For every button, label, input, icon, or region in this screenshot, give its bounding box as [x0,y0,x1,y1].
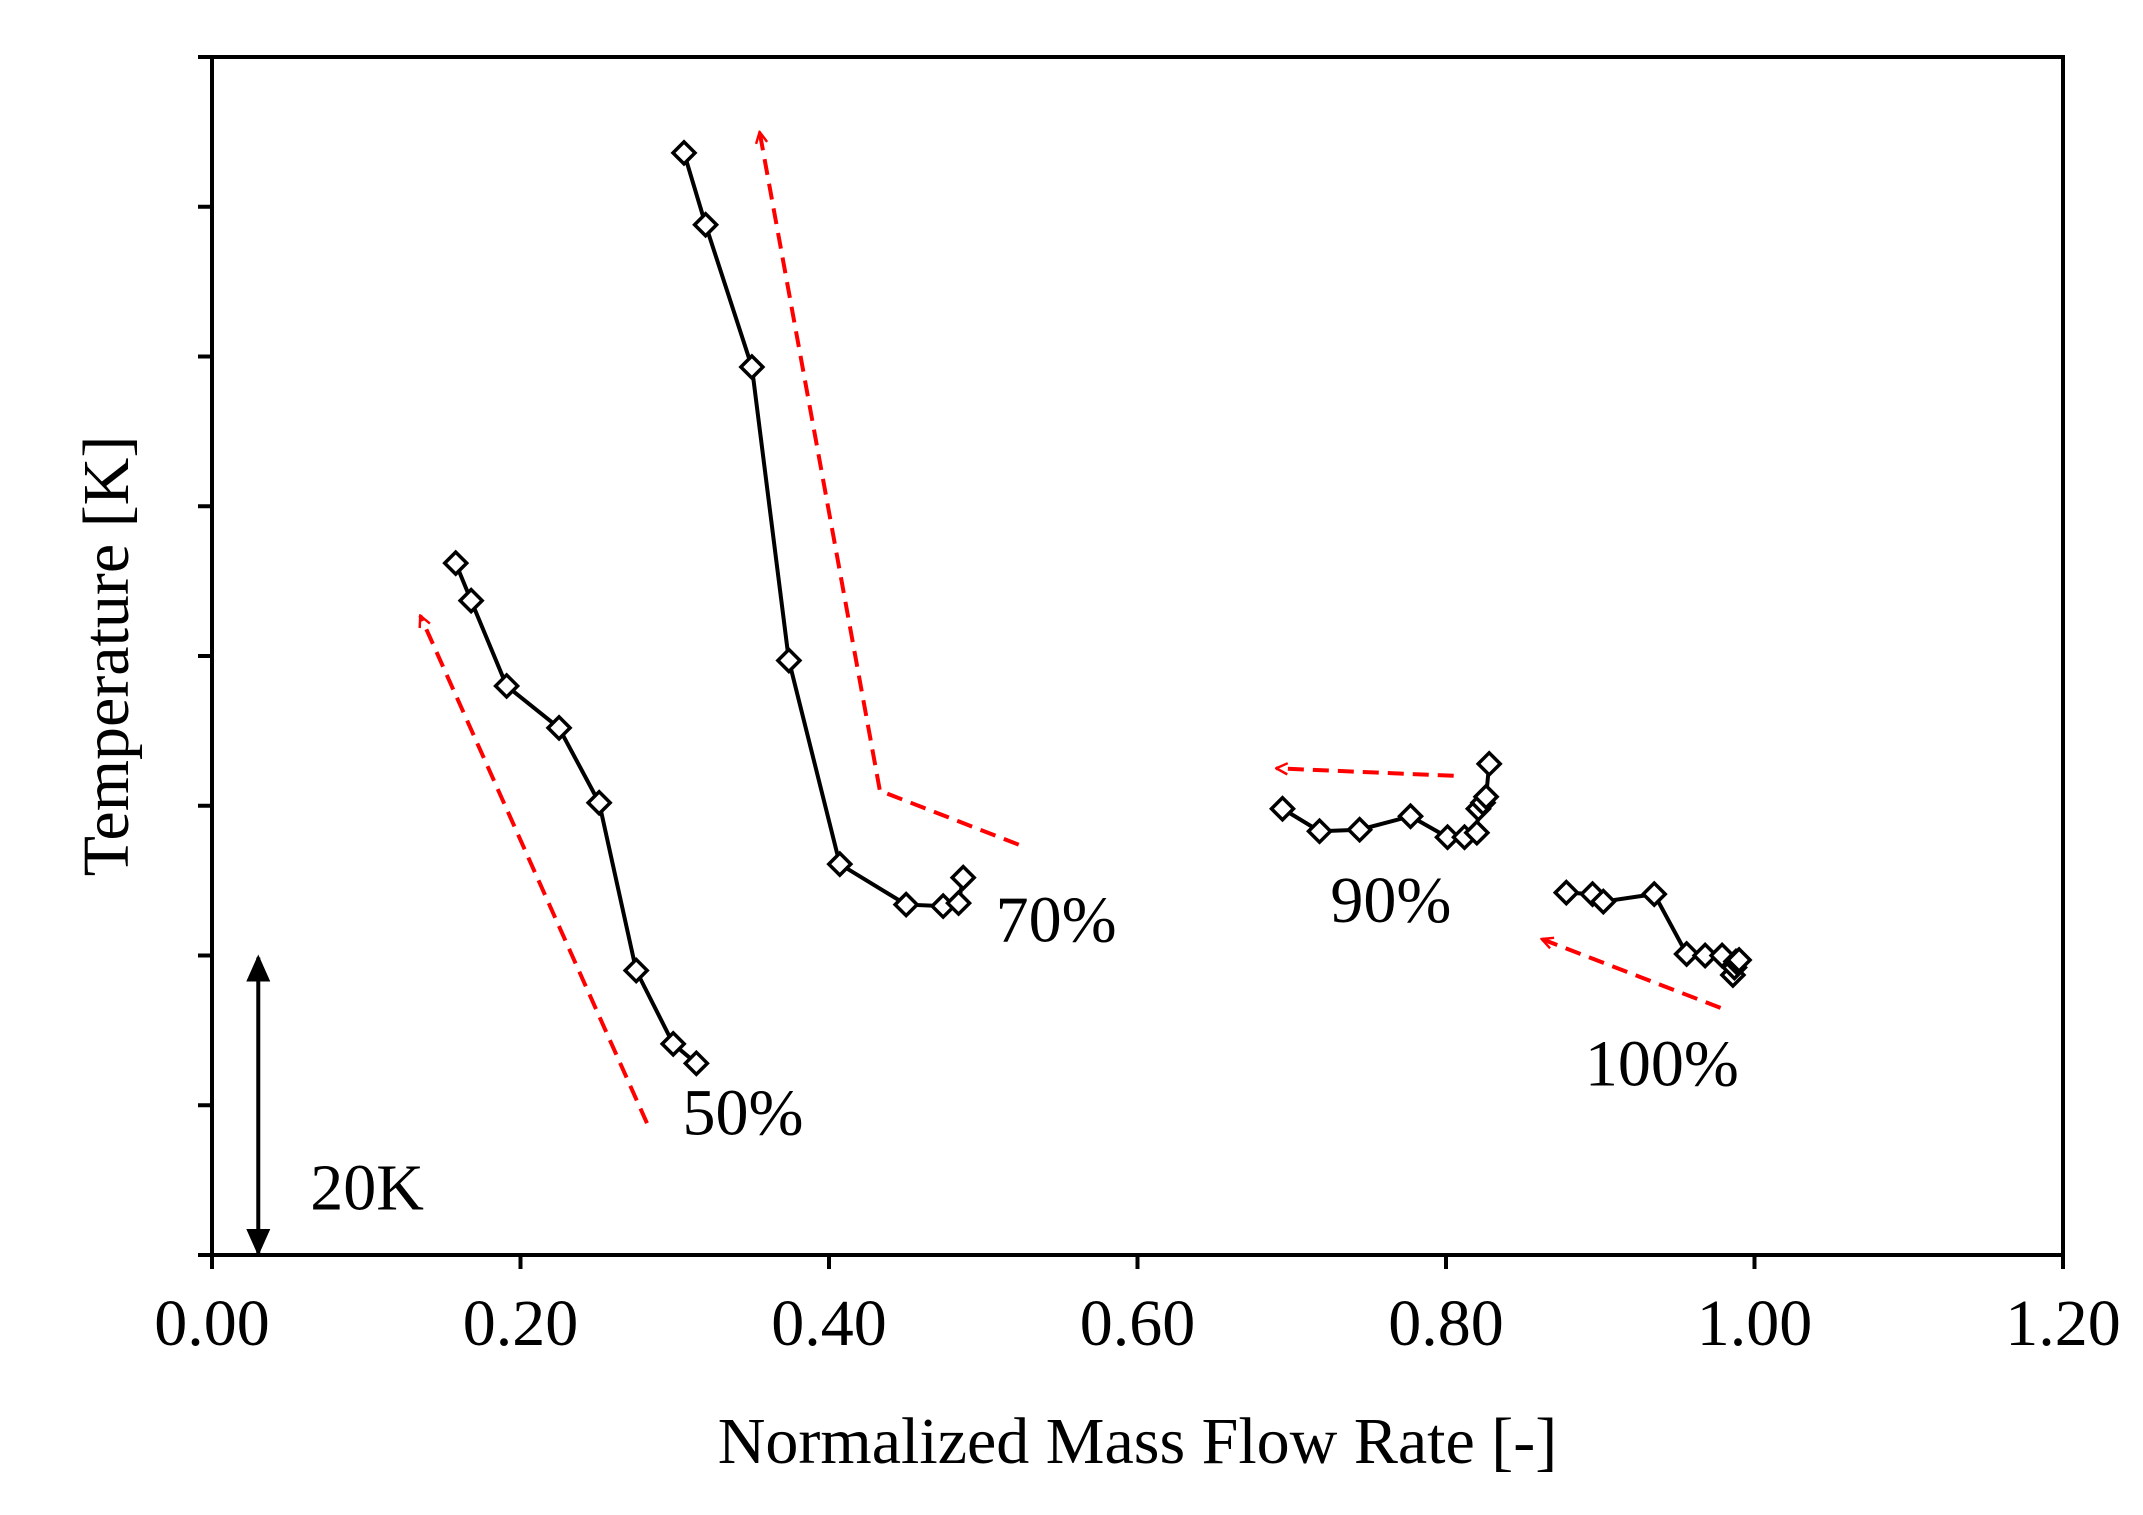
x-tick-label: 0.20 [463,1287,579,1360]
x-tick-label: 0.80 [1388,1287,1504,1360]
data-point [1346,816,1374,844]
x-tick-label: 1.20 [2005,1287,2121,1360]
data-point [659,1030,687,1058]
data-point [1475,750,1503,778]
data-point [738,353,766,381]
data-point [1306,817,1333,845]
plot-frame [210,55,2065,1257]
data-point [670,139,698,167]
series-label-1: 70% [996,884,1117,957]
data-point [892,891,920,919]
trend-arrow-0 [418,616,649,1125]
series-label-2: 90% [1330,864,1451,937]
data-point [945,889,973,917]
x-tick-label: 0.00 [154,1287,270,1360]
x-axis-ticks [210,1255,2065,1269]
y-axis-title: Temperature [K] [70,436,143,877]
scale-bar: 20K [246,954,424,1256]
data-point [1579,880,1607,908]
data-point [1640,880,1668,908]
data-point [1463,819,1491,847]
series-2 [1269,750,1503,851]
data-point [1589,888,1617,916]
trend-arrow-2 [1276,768,1454,778]
series-labels: 50% 70% 90% 100% [682,864,1738,1150]
trend-arrow-1 [760,132,1020,847]
series-0 [442,549,710,1077]
y-axis-ticks [198,55,212,1257]
data-point [457,587,485,615]
plot-border [210,55,2065,1257]
x-axis-title: Normalized Mass Flow Rate [-] [718,1405,1557,1478]
x-tick-label: 0.40 [771,1287,887,1360]
data-point [775,647,803,674]
data-point [1269,795,1296,823]
trend-arrows [418,132,1722,1125]
data-point [442,549,470,577]
x-axis-tick-labels: 0.00 0.20 0.40 0.60 0.80 1.00 1.20 [154,1287,2121,1360]
data-point [1725,946,1753,974]
data-point [682,1049,710,1077]
scale-bar-label: 20K [310,1152,424,1225]
trend-arrow-3 [1542,939,1722,1010]
data-point [1552,879,1580,907]
x-tick-label: 0.60 [1080,1287,1196,1360]
data-point [1472,783,1500,811]
data-series [442,139,1753,1077]
x-tick-label: 1.00 [1697,1287,1813,1360]
data-point [493,672,521,700]
data-point [826,850,854,878]
series-3 [1552,879,1753,989]
data-point [692,211,720,239]
data-point [622,957,650,984]
series-line-0 [453,562,698,1065]
series-label-0: 50% [682,1077,803,1150]
series-1 [670,139,977,920]
series-line-1 [682,152,966,909]
data-point [545,714,573,742]
data-point [1673,940,1701,968]
data-point [949,864,977,892]
series-label-3: 100% [1585,1027,1739,1100]
data-point [1397,802,1424,830]
data-point [585,789,613,817]
